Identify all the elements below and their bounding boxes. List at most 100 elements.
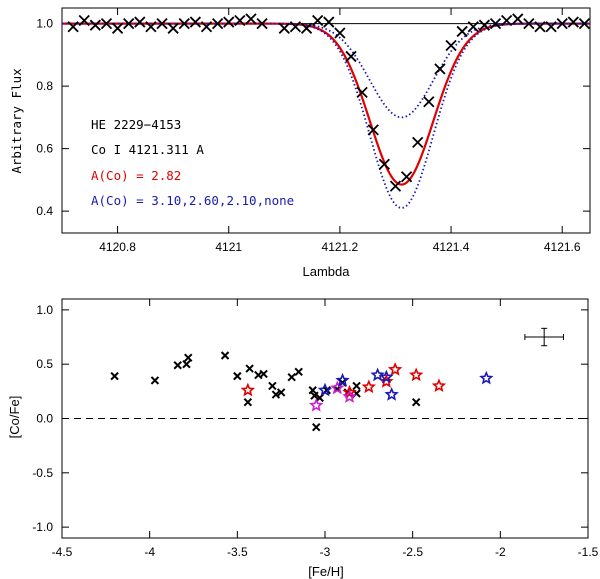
observed-flux-point <box>178 17 190 30</box>
abundance-cross-point <box>315 393 324 403</box>
x-tick-label: -3 <box>320 545 331 559</box>
abundance-cross-point <box>352 381 361 391</box>
abundance-star-point <box>479 370 494 385</box>
abundance-cross-point <box>411 397 421 407</box>
observed-flux-point <box>189 16 202 28</box>
annotation-1: HE 2229−4153 <box>91 117 181 132</box>
abundance-cross-point <box>271 390 281 399</box>
plot-frame <box>61 7 591 234</box>
observed-flux-point <box>445 39 457 52</box>
observed-flux-point <box>367 124 379 136</box>
comparison-model-line <box>62 22 590 119</box>
observed-flux-point <box>467 21 479 33</box>
observed-flux-point <box>523 17 535 30</box>
abundance-cross-point <box>268 381 277 391</box>
abundance-star-point <box>387 362 403 376</box>
observed-flux-point <box>356 86 368 99</box>
y-axis-title: [Co/Fe] <box>7 396 22 439</box>
observed-flux-point <box>312 14 324 27</box>
x-tick-label: -2 <box>495 545 506 559</box>
abundance-star-point <box>408 367 424 382</box>
y-tick-label: 0.5 <box>36 357 53 371</box>
x-tick-label: 4121.4 <box>433 240 470 254</box>
observed-flux-point <box>156 17 168 30</box>
abundance-star-point <box>379 373 394 388</box>
observed-flux-point <box>500 14 513 27</box>
observed-flux-point <box>234 14 246 27</box>
abundance-cross-point <box>294 367 303 376</box>
abundance-star-point <box>379 369 394 384</box>
observed-flux-point <box>123 17 135 30</box>
abundance-cross-point <box>173 361 182 370</box>
abundance-star-point <box>431 378 447 393</box>
x-tick-label: 4121.2 <box>322 240 359 254</box>
observed-flux-point <box>323 16 335 28</box>
observed-flux-point <box>534 21 546 33</box>
x-tick-label: -4.5 <box>52 545 73 559</box>
annotation-2: Co I 4121.311 A <box>91 142 204 157</box>
observed-flux-point <box>334 27 346 39</box>
y-tick-label: 0.6 <box>36 142 53 156</box>
observed-flux-point <box>423 96 435 108</box>
observed-flux-point <box>256 17 268 30</box>
observed-flux-point <box>345 50 357 63</box>
x-axis-title: Lambda <box>303 264 351 279</box>
abundance-star-point <box>330 380 345 395</box>
flux-panel: 4120.8 4121 4121.2 4121.4 4121.6 0.4 0.6 0.8 1.0… <box>9 7 591 279</box>
x-tick-label: -4 <box>144 545 155 559</box>
abundance-star-point <box>317 382 333 397</box>
abundance-star-point <box>370 367 385 382</box>
abundance-cross-point <box>182 359 191 369</box>
abundance-star-point <box>335 372 350 387</box>
observed-flux-point <box>278 22 290 34</box>
observed-flux-point <box>211 17 224 30</box>
x-tick-label: 4121 <box>215 240 242 254</box>
observed-flux-point <box>489 17 502 30</box>
abundance-cross-point <box>312 422 321 432</box>
observed-flux-point <box>400 171 413 183</box>
observed-flux-point <box>200 21 213 33</box>
observed-flux-point <box>245 13 257 25</box>
abundance-cross-point <box>184 353 193 362</box>
abundance-cross-point <box>259 369 268 379</box>
abundance-cross-point <box>233 371 242 381</box>
abundance-cross-point <box>110 371 119 381</box>
y-axis-title: Arbitrary Flux <box>9 68 24 174</box>
observed-flux-point <box>289 21 302 33</box>
observed-flux-point <box>223 16 235 28</box>
abundance-star-point <box>240 382 256 397</box>
abundance-panel: -4.5 -4 -3.5 -3 -2.5 -2 -1.5 -1.0 -0.5 0.0 0.5 1.0 [… <box>7 298 599 579</box>
abundance-star-point <box>309 397 324 412</box>
y-tick-label: 1.0 <box>36 303 53 317</box>
observed-flux-point <box>478 19 491 31</box>
observed-flux-point <box>512 13 524 25</box>
observed-flux-point <box>545 21 557 33</box>
abundance-cross-point <box>310 391 319 400</box>
observed-flux-point <box>134 16 146 28</box>
abundance-cross-point <box>245 364 254 373</box>
observed-flux-point <box>389 180 402 192</box>
annotation-4: A(Co) = 3.10,2.60,2.10,none <box>91 193 294 208</box>
x-tick-label: -3.5 <box>227 545 248 559</box>
observed-flux-point <box>567 16 579 28</box>
observed-flux-point <box>556 17 568 30</box>
y-tick-label: 0.8 <box>36 79 53 93</box>
abundance-star-point <box>384 387 399 401</box>
y-tick-label: -0.5 <box>32 466 53 480</box>
observed-flux-point <box>145 21 157 33</box>
best-fit-model-line <box>62 22 590 186</box>
observed-flux-point <box>378 158 390 170</box>
abundance-cross-point <box>308 386 317 395</box>
observed-flux-point <box>456 25 468 38</box>
abundance-cross-point <box>150 376 160 385</box>
abundance-cross-point <box>287 373 296 382</box>
observed-flux-point <box>111 22 124 34</box>
observed-flux-point <box>167 22 179 34</box>
observed-flux-point <box>100 17 113 30</box>
x-tick-label: 4120.8 <box>99 240 136 254</box>
y-tick-label: -1.0 <box>32 520 53 534</box>
observed-flux-point <box>412 136 424 149</box>
x-axis-title: [Fe/H] <box>308 564 343 579</box>
abundance-star-point <box>361 379 377 394</box>
